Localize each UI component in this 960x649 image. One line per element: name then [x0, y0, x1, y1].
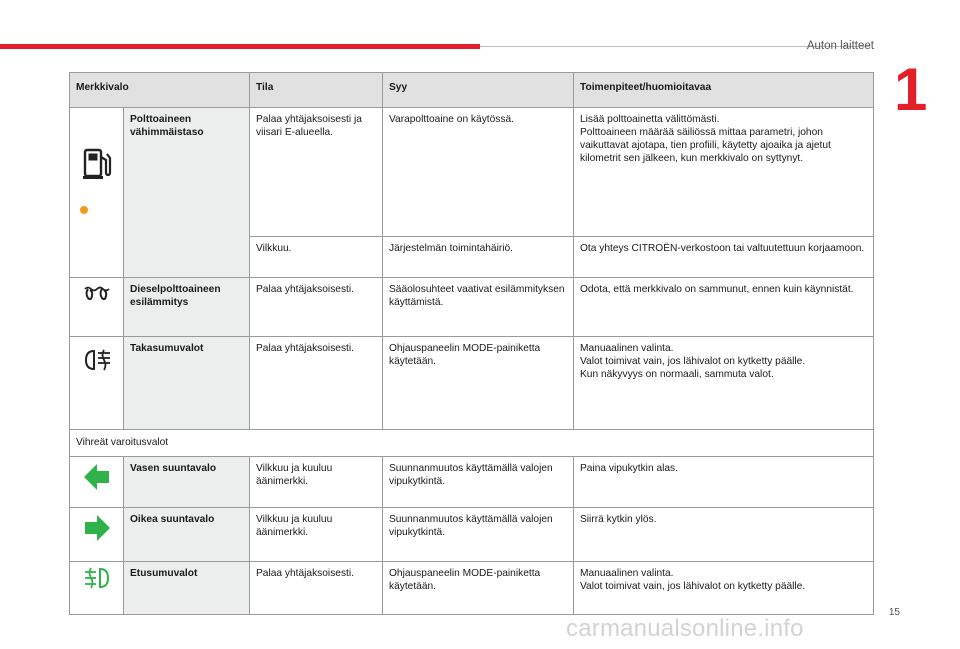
lamp-state: Vilkkuu ja kuuluu äänimerkki. [249, 456, 383, 508]
lamp-state: Palaa yhtäjaksoisesti. [249, 336, 383, 430]
section-label: Vihreät varoitusvalot [69, 429, 874, 457]
icon-cell [69, 336, 124, 430]
action-line: Valot toimivat vain, jos lähivalot on ky… [580, 581, 806, 592]
icon-cell [69, 561, 124, 615]
action-line: Valot toimivat vain, jos lähivalot on ky… [580, 356, 806, 367]
warning-lamp-table: Merkkivalo Tila Syy Toimenpiteet/huomioi… [69, 72, 874, 615]
front-fog-light-icon [84, 567, 109, 589]
left-arrow-icon [83, 464, 109, 490]
lamp-name: Etusumuvalot [123, 561, 250, 615]
table-section-row: Vihreät varoitusvalot [69, 429, 874, 457]
action-line: Manuaalinen valinta. [580, 343, 674, 354]
lamp-action: Manuaalinen valinta. Valot toimivat vain… [573, 336, 874, 430]
lamp-cause: Ohjauspaneelin MODE-painiketta käytetään… [382, 561, 574, 615]
lamp-action: Lisää polttoainetta välittömästi. Poltto… [573, 107, 874, 237]
table-header-row: Merkkivalo Tila Syy Toimenpiteet/huomioi… [69, 72, 874, 108]
column-header-lamp: Merkkivalo [69, 72, 250, 108]
chapter-number: 1 [894, 56, 928, 123]
icon-cell [69, 456, 124, 508]
lamp-cause: Järjestelmän toimintahäiriö. [382, 236, 574, 278]
fuel-pump-icon [82, 148, 111, 179]
lamp-state: Palaa yhtäjaksoisesti. [249, 277, 383, 337]
lamp-action: Ota yhteys CITROËN-verkostoon tai valtuu… [573, 236, 874, 278]
header-red-bar [0, 44, 480, 49]
glow-plug-icon [83, 286, 110, 301]
table-row: Polttoaineen vähimmäistaso Palaa yhtäjak… [69, 107, 874, 278]
action-line: Polttoaineen määrää säiliössä mittaa par… [580, 127, 831, 164]
lamp-name: Oikea suuntavalo [123, 507, 250, 562]
action-line: Odota, että merkkivalo on sammunut, enne… [580, 284, 854, 295]
icon-cell [69, 107, 124, 278]
lamp-cause: Varapolttoaine on käytössä. [382, 107, 574, 237]
lamp-cause: Sääolosuhteet vaativat esilämmityksen kä… [382, 277, 574, 337]
lamp-action: Manuaalinen valinta. Valot toimivat vain… [573, 561, 874, 615]
lamp-name: Takasumuvalot [123, 336, 250, 430]
lamp-name: Vasen suuntavalo [123, 456, 250, 508]
header-rule [480, 46, 870, 47]
action-line: Kun näkyvyys on normaali, sammuta valot. [580, 369, 774, 380]
action-line: Siirrä kytkin ylös. [580, 514, 657, 525]
lamp-action: Siirrä kytkin ylös. [573, 507, 874, 562]
lamp-name: Polttoaineen vähimmäistaso [123, 107, 250, 278]
lamp-state: Vilkkuu. [249, 236, 383, 278]
lamp-cause: Ohjauspaneelin MODE-painiketta käytetään… [382, 336, 574, 430]
lamp-action: Paina vipukytkin alas. [573, 456, 874, 508]
column-header-action: Toimenpiteet/huomioitavaa [573, 72, 874, 108]
page-number: 15 [888, 607, 900, 618]
lamp-action: Odota, että merkkivalo on sammunut, enne… [573, 277, 874, 337]
section-title: Auton laitteet [806, 40, 874, 52]
table-row: Oikea suuntavalo Vilkkuu ja kuuluu äänim… [69, 507, 874, 562]
right-arrow-icon [84, 515, 110, 541]
table-row: Vasen suuntavalo Vilkkuu ja kuuluu äänim… [69, 456, 874, 508]
orange-warning-dot [80, 206, 88, 214]
lamp-state: Vilkkuu ja kuuluu äänimerkki. [249, 507, 383, 562]
table-row: Dieselpolttoaineen esilämmitys Palaa yht… [69, 277, 874, 337]
column-header-state: Tila [249, 72, 383, 108]
action-line: Lisää polttoainetta välittömästi. [580, 114, 720, 125]
action-line: Paina vipukytkin alas. [580, 463, 678, 474]
icon-cell [69, 277, 124, 337]
table-row: Takasumuvalot Palaa yhtäjaksoisesti. Ohj… [69, 336, 874, 430]
action-line: Manuaalinen valinta. [580, 568, 674, 579]
icon-cell [69, 507, 124, 562]
column-header-cause: Syy [382, 72, 574, 108]
table-row: Etusumuvalot Palaa yhtäjaksoisesti. Ohja… [69, 561, 874, 615]
table-row: Vilkkuu. Järjestelmän toimintahäiriö. Ot… [70, 236, 874, 278]
lamp-name: Dieselpolttoaineen esilämmitys [123, 277, 250, 337]
lamp-state: Palaa yhtäjaksoisesti. [249, 561, 383, 615]
lamp-state: Palaa yhtäjaksoisesti ja viisari E-aluee… [249, 107, 383, 237]
watermark: carmanualsonline.info [566, 615, 804, 642]
lamp-cause: Suunnanmuutos käyttämällä valojen vipuky… [382, 507, 574, 562]
rear-fog-light-icon [84, 349, 110, 371]
lamp-cause: Suunnanmuutos käyttämällä valojen vipuky… [382, 456, 574, 508]
action-line: Ota yhteys CITROËN-verkostoon tai valtuu… [580, 243, 865, 254]
